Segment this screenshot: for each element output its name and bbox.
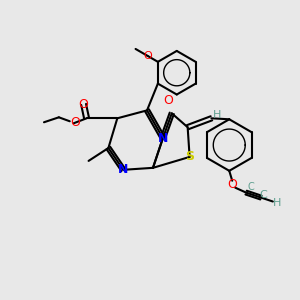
- Text: H: H: [213, 110, 222, 120]
- Text: O: O: [143, 51, 152, 61]
- Text: N: N: [158, 132, 168, 145]
- Text: O: O: [227, 178, 237, 191]
- Text: C: C: [259, 190, 267, 200]
- Text: O: O: [163, 94, 173, 107]
- Text: O: O: [79, 98, 88, 111]
- Text: H: H: [273, 199, 281, 208]
- Text: O: O: [70, 116, 80, 129]
- Text: N: N: [118, 163, 128, 176]
- Text: S: S: [185, 150, 194, 164]
- Text: C: C: [248, 182, 254, 192]
